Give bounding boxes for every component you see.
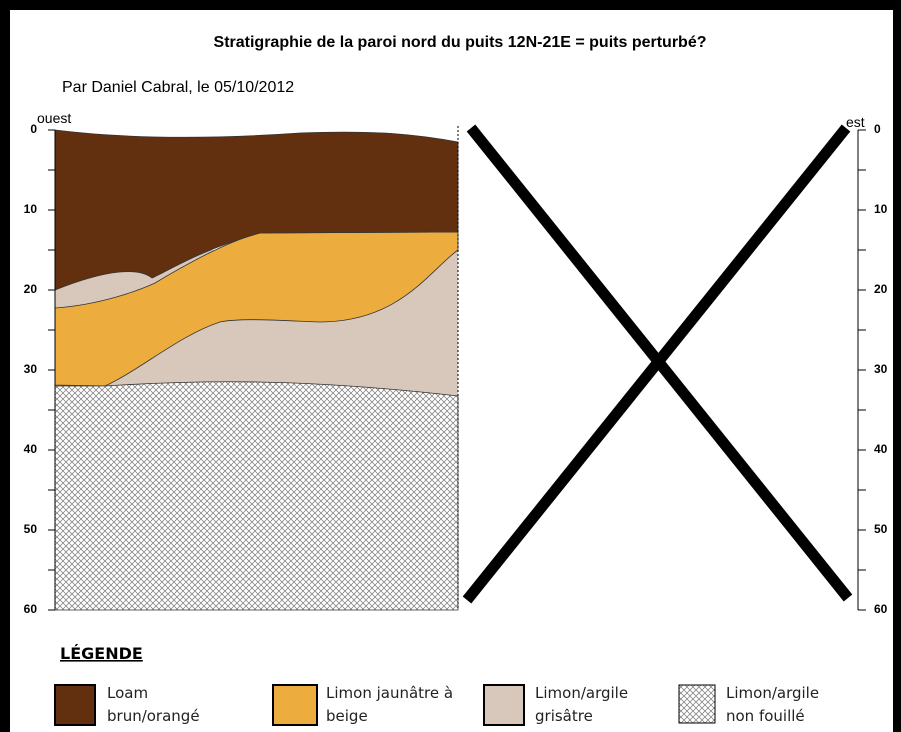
legend-swatch bbox=[484, 685, 524, 725]
depth-label: 10 bbox=[24, 202, 38, 216]
profile-layers bbox=[55, 130, 458, 610]
unexcavated-layer bbox=[55, 382, 458, 610]
depth-label: 50 bbox=[874, 522, 888, 536]
legend-text: Limon jaunâtre à bbox=[326, 684, 453, 702]
legend-text: brun/orangé bbox=[107, 707, 200, 725]
frame-top bbox=[0, 0, 901, 10]
legend-swatch bbox=[55, 685, 95, 725]
legend-text: Limon/argile bbox=[726, 684, 819, 702]
depth-label: 30 bbox=[24, 362, 38, 376]
legend-text: Limon/argile bbox=[535, 684, 628, 702]
frame-right bbox=[893, 0, 901, 732]
depth-label: 50 bbox=[24, 522, 38, 536]
depth-label: 60 bbox=[874, 602, 888, 616]
depth-label: 60 bbox=[24, 602, 38, 616]
legend-text: grisâtre bbox=[535, 707, 593, 725]
title: Stratigraphie de la paroi nord du puits … bbox=[214, 34, 707, 51]
depth-label: 0 bbox=[874, 122, 881, 136]
depth-label: 40 bbox=[874, 442, 888, 456]
depth-label: 20 bbox=[24, 282, 38, 296]
legend-swatch bbox=[273, 685, 317, 725]
legend-text: Loam bbox=[107, 684, 148, 702]
depth-label: 30 bbox=[874, 362, 888, 376]
depth-label: 20 bbox=[874, 282, 888, 296]
depth-label: 40 bbox=[24, 442, 38, 456]
legend-text: beige bbox=[326, 707, 368, 725]
stratigraphy-page: Stratigraphie de la paroi nord du puits … bbox=[0, 0, 901, 732]
legend-text: non fouillé bbox=[726, 707, 805, 725]
legend-swatch bbox=[679, 685, 715, 723]
author: Par Daniel Cabral, le 05/10/2012 bbox=[62, 79, 294, 96]
frame-left bbox=[0, 0, 10, 732]
legend-title: LÉGENDE bbox=[60, 644, 143, 663]
east-label: est bbox=[846, 114, 865, 130]
west-label: ouest bbox=[37, 110, 71, 126]
depth-label: 0 bbox=[30, 122, 37, 136]
depth-label: 10 bbox=[874, 202, 888, 216]
